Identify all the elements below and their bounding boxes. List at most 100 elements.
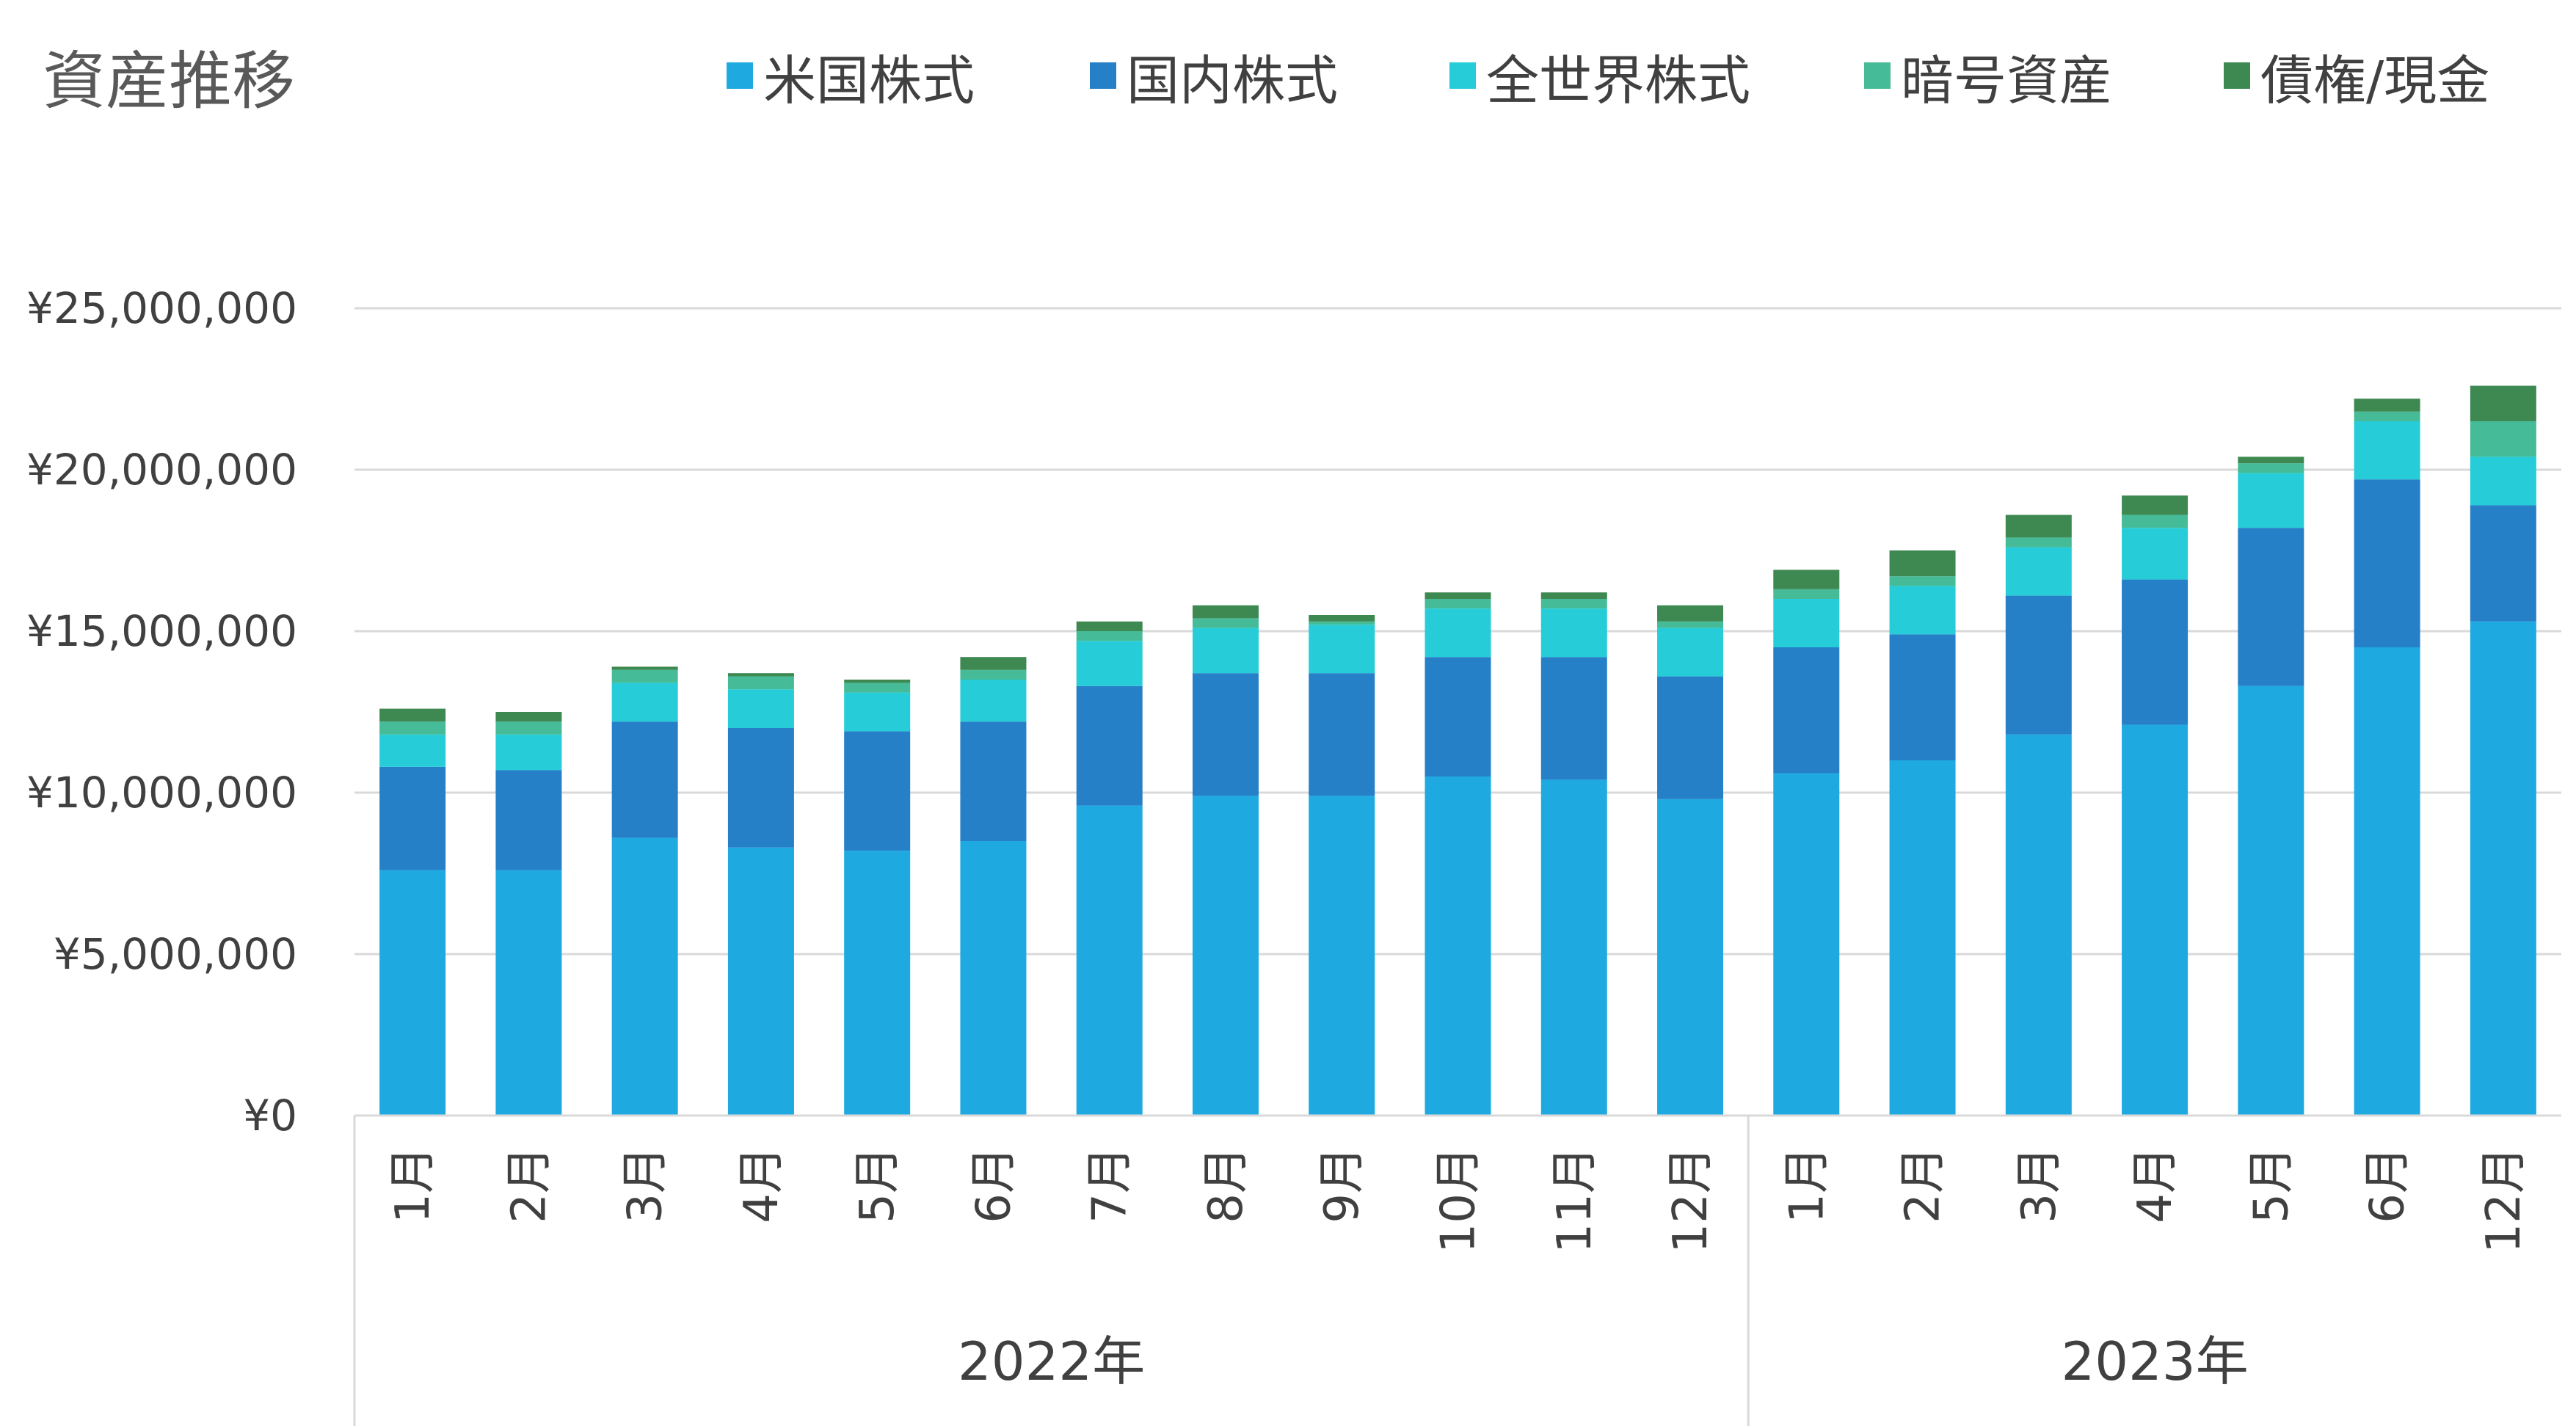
- bar-segment-us-stocks: [2354, 647, 2420, 1116]
- bar-segment-jp-stocks: [1425, 657, 1491, 776]
- bar-segment-us-stocks: [727, 847, 794, 1116]
- bar-segment-crypto: [1540, 599, 1607, 609]
- bars: [379, 385, 2536, 1116]
- bar-segment-world-stocks: [844, 692, 911, 732]
- x-tick-label: 10月: [1432, 1146, 1486, 1253]
- bar-segment-world-stocks: [1657, 627, 1724, 677]
- bar-segment-jp-stocks: [379, 766, 446, 870]
- bar-segment-us-stocks: [960, 841, 1027, 1116]
- bar-segment-crypto: [960, 669, 1027, 680]
- x-tick-label: 1月: [386, 1146, 440, 1223]
- x-tick-label: 6月: [2361, 1146, 2415, 1223]
- bar-segment-bonds-cash: [1192, 605, 1259, 619]
- bar-segment-crypto: [1192, 618, 1259, 628]
- bar-segment-crypto: [2354, 411, 2420, 421]
- x-tick-label: 5月: [851, 1146, 905, 1223]
- bar-segment-crypto: [1889, 576, 1956, 586]
- legend-item-jp-stocks: 国内株式: [1090, 50, 1338, 112]
- x-tick-label: 6月: [967, 1146, 1021, 1223]
- chart-title: 資産推移: [43, 45, 295, 118]
- bar-segment-us-stocks: [1657, 799, 1724, 1116]
- bar-segment-jp-stocks: [727, 728, 794, 848]
- bar-segment-us-stocks: [2005, 734, 2072, 1116]
- bar-segment-crypto: [1425, 599, 1491, 609]
- bar-segment-world-stocks: [2005, 547, 2072, 596]
- legend-swatch-crypto: [1864, 62, 1891, 89]
- bar-segment-world-stocks: [2238, 473, 2304, 528]
- x-tick-label: 1月: [1780, 1146, 1834, 1223]
- bar-segment-world-stocks: [1309, 625, 1375, 674]
- bar-segment-world-stocks: [1076, 641, 1143, 686]
- bar-segment-jp-stocks: [1773, 647, 1840, 774]
- bar-segment-jp-stocks: [960, 721, 1027, 841]
- bar-segment-us-stocks: [1773, 773, 1840, 1116]
- bar-segment-world-stocks: [2354, 421, 2420, 480]
- bar-segment-bonds-cash: [727, 673, 794, 677]
- bar-segment-world-stocks: [1192, 627, 1259, 674]
- bar-segment-bonds-cash: [379, 708, 446, 722]
- legend-item-bonds-cash: 債権/現金: [2224, 50, 2489, 112]
- x-tick-label: 9月: [1315, 1146, 1369, 1223]
- bar-segment-world-stocks: [727, 689, 794, 728]
- legend-swatch-bonds-cash: [2224, 62, 2250, 89]
- bar-segment-us-stocks: [1889, 760, 1956, 1116]
- bar-segment-bonds-cash: [1076, 621, 1143, 631]
- bar-segment-world-stocks: [1540, 608, 1607, 658]
- legend-label-us-stocks: 米国株式: [763, 50, 975, 112]
- y-axis-ticks: ¥0 ¥5,000,000 ¥10,000,000 ¥15,000,000 ¥20,00…: [26, 283, 297, 1141]
- x-tick-label: 2月: [502, 1146, 556, 1223]
- bar-segment-jp-stocks: [2470, 505, 2536, 622]
- bar-segment-bonds-cash: [1425, 592, 1491, 599]
- bar-segment-us-stocks: [1076, 805, 1143, 1116]
- bar-segment-jp-stocks: [2354, 479, 2420, 647]
- legend-swatch-world-stocks: [1449, 62, 1476, 89]
- x-tick-label: 4月: [735, 1146, 789, 1223]
- legend-item-crypto: 暗号資産: [1864, 50, 2112, 112]
- bar-segment-bonds-cash: [960, 657, 1027, 670]
- bar-segment-jp-stocks: [2005, 595, 2072, 735]
- bar-segment-bonds-cash: [844, 680, 911, 683]
- bar-segment-us-stocks: [844, 851, 911, 1116]
- bar-segment-bonds-cash: [495, 712, 562, 722]
- bar-segment-bonds-cash: [1889, 550, 1956, 577]
- y-tick-label: ¥5,000,000: [54, 929, 297, 979]
- bar-segment-us-stocks: [379, 870, 446, 1116]
- bar-segment-jp-stocks: [1540, 657, 1607, 780]
- x-tick-label: 5月: [2244, 1146, 2299, 1223]
- bar-segment-crypto: [1309, 621, 1375, 625]
- legend-item-us-stocks: 米国株式: [727, 50, 975, 112]
- x-tick-label: 3月: [619, 1146, 673, 1223]
- bar-segment-world-stocks: [495, 734, 562, 771]
- x-tick-label: 7月: [1083, 1146, 1138, 1223]
- bar-segment-world-stocks: [1889, 586, 1956, 635]
- bar-segment-crypto: [495, 721, 562, 735]
- year-group-label: 2022年: [958, 1331, 1145, 1392]
- bar-segment-us-stocks: [611, 837, 678, 1116]
- bar-segment-us-stocks: [2122, 724, 2188, 1116]
- bar-segment-us-stocks: [2470, 621, 2536, 1116]
- x-axis: 1月 2月 3月 4月 5月 6月 7月 8月 9月 10月 11月 12月 1月 2月 3月 4月 5月 6月 1…: [353, 1114, 2561, 1426]
- bar-segment-crypto: [379, 721, 446, 735]
- bar-segment-bonds-cash: [1540, 592, 1607, 599]
- legend-swatch-us-stocks: [727, 62, 753, 89]
- bar-segment-crypto: [1773, 589, 1840, 599]
- bar-segment-us-stocks: [2238, 685, 2304, 1116]
- legend-label-bonds-cash: 債権/現金: [2260, 50, 2489, 112]
- bar-segment-us-stocks: [1425, 776, 1491, 1116]
- x-tick-label: 2月: [1896, 1146, 1951, 1223]
- bar-segment-world-stocks: [379, 734, 446, 767]
- bar-segment-us-stocks: [1309, 796, 1375, 1116]
- bar-segment-bonds-cash: [2005, 514, 2072, 538]
- bar-segment-world-stocks: [2122, 528, 2188, 580]
- legend-item-world-stocks: 全世界株式: [1449, 50, 1750, 112]
- bar-segment-world-stocks: [611, 683, 678, 722]
- bar-segment-crypto: [844, 683, 911, 693]
- x-tick-label: 12月: [1664, 1146, 1718, 1253]
- y-tick-label: ¥25,000,000: [26, 283, 297, 333]
- bar-segment-bonds-cash: [1309, 615, 1375, 622]
- y-tick-label: ¥10,000,000: [26, 768, 297, 818]
- bar-segment-bonds-cash: [1773, 570, 1840, 589]
- bar-segment-world-stocks: [1425, 608, 1491, 658]
- bar-segment-bonds-cash: [2238, 456, 2304, 464]
